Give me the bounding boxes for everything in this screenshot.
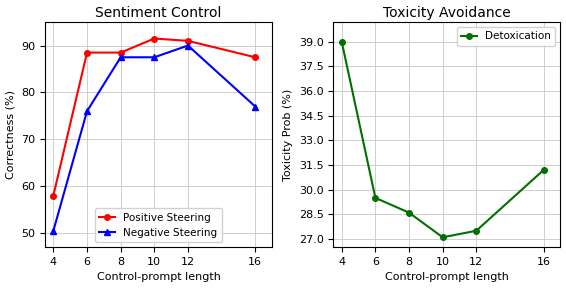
X-axis label: Control-prompt length: Control-prompt length [97,272,220,283]
Negative Steering [252,105,259,108]
Positive Steering [185,39,191,43]
Negative Steering [117,56,124,59]
Positive Steering [50,194,57,197]
Detoxication [473,229,480,232]
Positive Steering [117,51,124,54]
Detoxication [406,211,413,214]
Line: Negative Steering: Negative Steering [50,43,258,234]
Title: Toxicity Avoidance: Toxicity Avoidance [383,5,511,20]
Line: Detoxication: Detoxication [339,39,546,240]
Negative Steering [50,229,57,232]
Positive Steering [84,51,91,54]
Negative Steering [151,56,158,59]
Title: Sentiment Control: Sentiment Control [95,5,222,20]
Detoxication [439,236,446,239]
Detoxication [372,196,379,200]
X-axis label: Control-prompt length: Control-prompt length [385,272,509,283]
Legend: Positive Steering, Negative Steering: Positive Steering, Negative Steering [95,209,222,242]
Detoxication [338,40,345,43]
Negative Steering [185,44,191,47]
Line: Positive Steering: Positive Steering [50,36,258,198]
Positive Steering [151,37,158,40]
Y-axis label: Correctness (%): Correctness (%) [6,90,15,179]
Negative Steering [84,109,91,113]
Positive Steering [252,56,259,59]
Legend: Detoxication: Detoxication [457,27,555,46]
Detoxication [540,168,547,172]
Y-axis label: Toxicity Prob (%): Toxicity Prob (%) [283,88,293,181]
